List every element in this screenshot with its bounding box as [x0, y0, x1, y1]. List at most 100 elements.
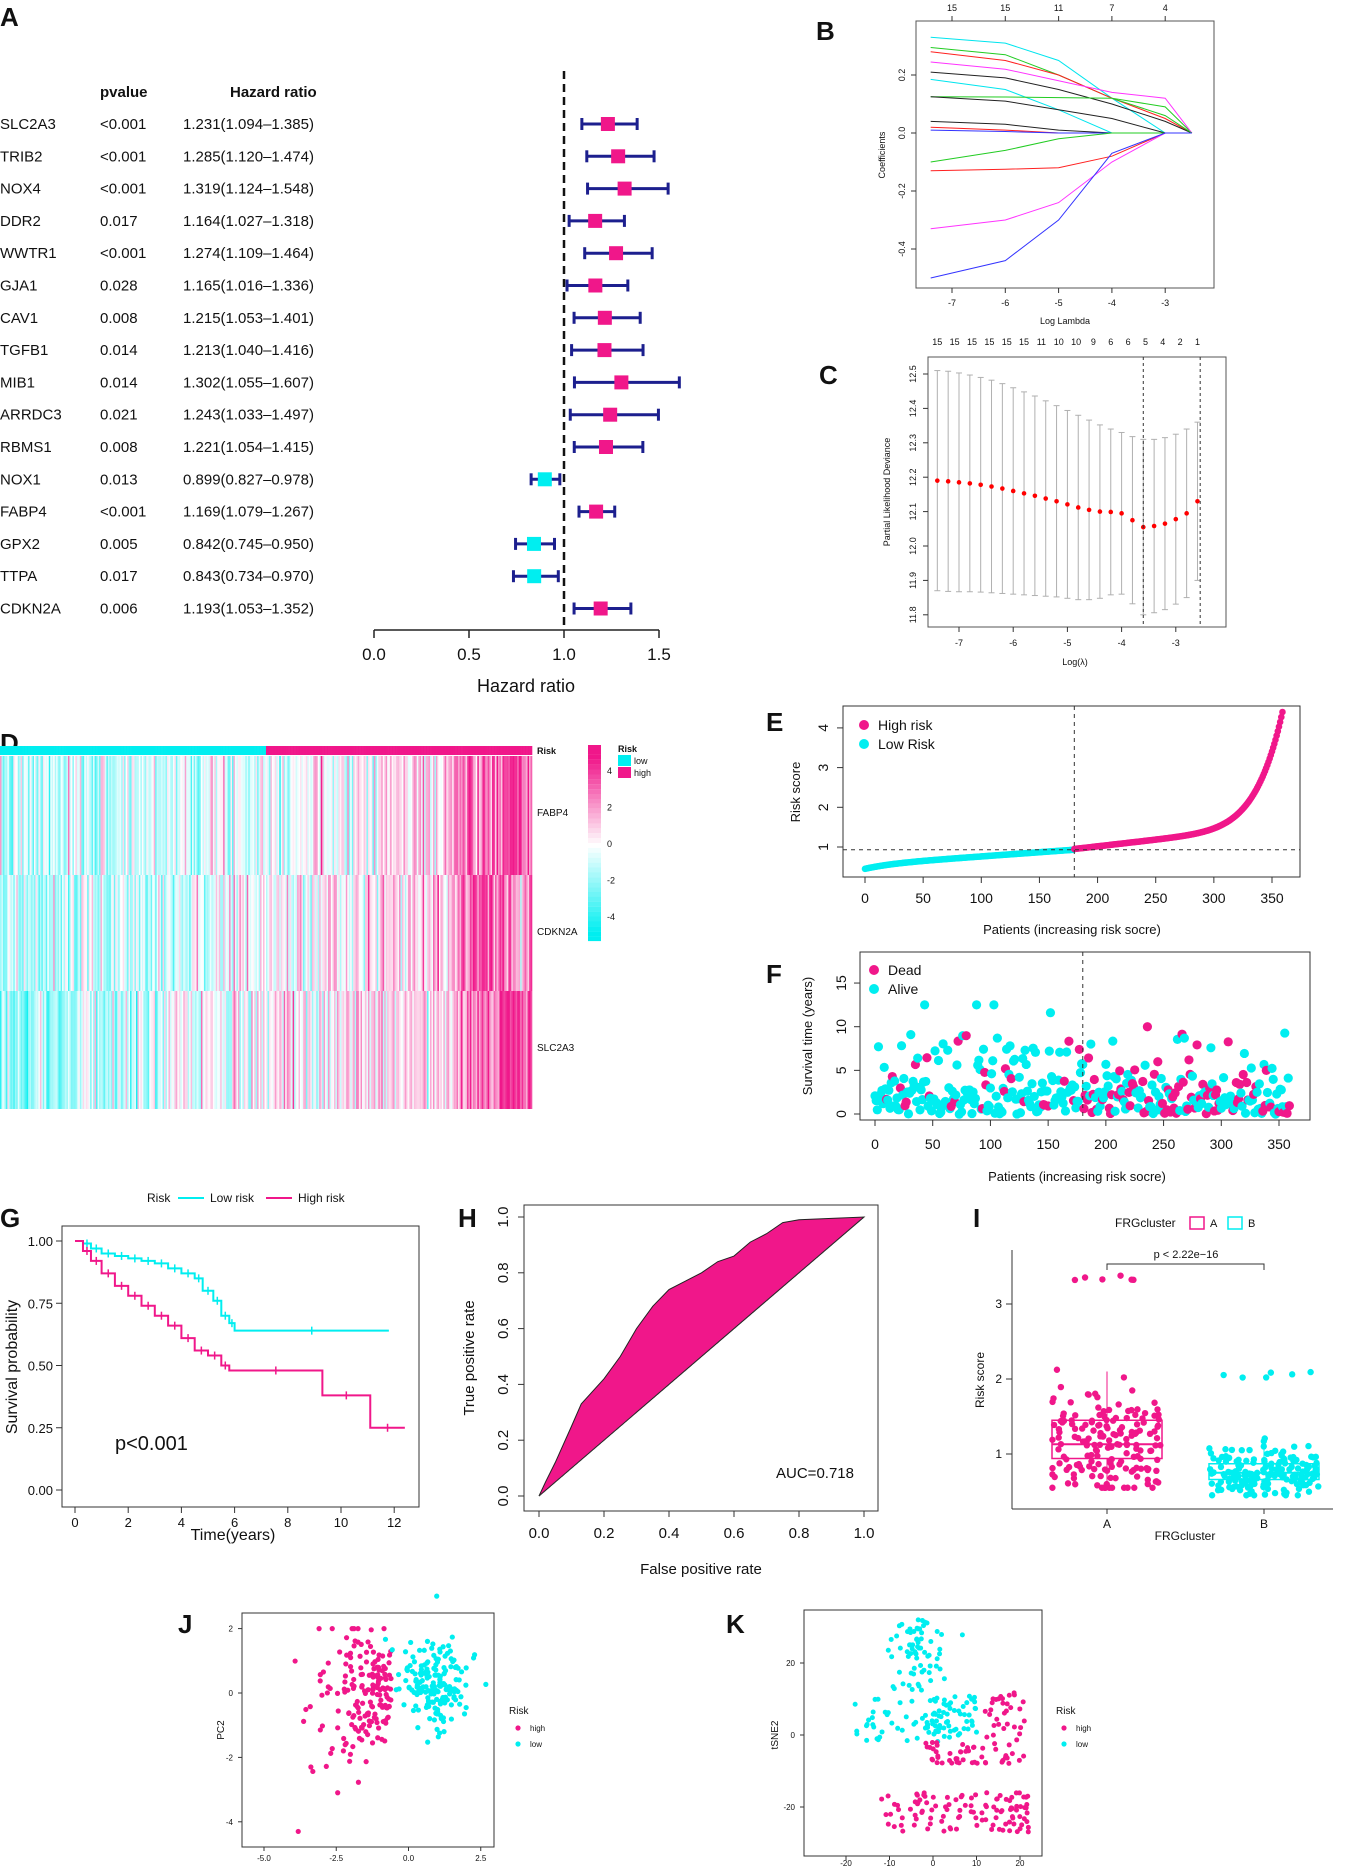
heatmap-cell	[124, 756, 126, 875]
high-risk-point	[375, 1672, 381, 1678]
heatmap-cell	[28, 875, 30, 991]
risk-annotation-cell	[527, 746, 530, 755]
heatmap-cell	[78, 991, 81, 1109]
heatmap-cell	[165, 875, 168, 991]
heatmap-cell	[79, 875, 82, 991]
heatmap-cell	[192, 991, 194, 1109]
low-risk-point	[918, 1636, 924, 1642]
heatmap-cell	[51, 875, 54, 991]
heatmap-cell	[195, 756, 197, 875]
heatmap-cell	[104, 756, 107, 875]
risk-annotation-cell	[94, 746, 97, 755]
heatmap-cell	[486, 875, 488, 991]
heatmap-cell	[224, 875, 227, 991]
risk-annotation-cell	[347, 746, 350, 755]
heatmap-cell	[234, 875, 237, 991]
heatmap-cell	[289, 991, 292, 1109]
heatmap-cell	[289, 756, 292, 875]
heatmap-cell	[430, 875, 432, 991]
low-risk-point	[937, 1651, 943, 1657]
heatmap-cell	[512, 756, 515, 875]
heatmap-cell	[282, 991, 285, 1109]
heatmap-cell	[168, 756, 171, 875]
risk-annotation-cell	[144, 746, 147, 755]
heatmap-cell	[266, 991, 268, 1109]
risk-annotation-cell	[162, 746, 165, 755]
survival-point	[1237, 1101, 1247, 1111]
heatmap-cell	[115, 991, 118, 1109]
heatmap-cell	[302, 875, 305, 991]
low-risk-point	[433, 1656, 439, 1662]
risk-annotation-cell	[221, 746, 224, 755]
jitter-point	[1049, 1484, 1056, 1491]
low-risk-point	[925, 1725, 931, 1731]
heatmap-cell	[5, 991, 8, 1109]
tick-label: 0.0	[529, 1525, 550, 1542]
pvalue: 0.008	[100, 439, 138, 456]
x-axis-label: Log Lambda	[1040, 316, 1090, 326]
high-risk-point	[953, 1797, 959, 1803]
survival-point	[1276, 1085, 1286, 1095]
heatmap-cell	[351, 756, 354, 875]
heatmap-cell	[285, 991, 287, 1109]
heatmap-cell	[450, 875, 453, 991]
jitter-point	[1248, 1488, 1255, 1495]
jitter-point	[1262, 1374, 1270, 1381]
heatmap-cell	[487, 875, 490, 991]
forest-row: NOX1 0.013 0.899(0.827–0.978)	[0, 471, 562, 488]
jitter-point	[1271, 1489, 1279, 1497]
heatmap-cell	[273, 991, 276, 1109]
hazard-ratio-text: 1.285(1.120–1.474)	[183, 148, 314, 165]
low-risk-point	[389, 1647, 395, 1653]
heatmap-cell	[178, 991, 181, 1109]
low-risk-point	[956, 1708, 962, 1714]
heatmap-cell	[356, 991, 358, 1109]
high-risk-point	[310, 1768, 316, 1775]
tick-label: 10	[833, 1019, 849, 1035]
legend-label: low	[1076, 1740, 1088, 1749]
tick-label: 0	[871, 1136, 879, 1152]
forest-row: WWTR1 <0.001 1.274(1.109–1.464)	[0, 245, 654, 262]
color-scale-cell	[588, 926, 601, 932]
risk-annotation-cell	[72, 746, 75, 755]
color-scale-cell	[588, 789, 601, 795]
heatmap-cell	[137, 756, 140, 875]
heatmap-cell	[409, 756, 412, 875]
risk-annotation-cell	[104, 746, 107, 755]
risk-annotation-cell	[335, 746, 338, 755]
heatmap-cell	[177, 991, 180, 1109]
high-risk-point	[947, 1751, 953, 1757]
heatmap-cell	[14, 991, 17, 1109]
tick-label: 0	[931, 1859, 936, 1866]
heatmap-cell	[292, 991, 295, 1109]
heatmap-cell	[323, 875, 326, 991]
risk-annotation-cell	[434, 746, 437, 755]
gene-name: TRIB2	[0, 148, 43, 165]
heatmap-cell	[353, 875, 355, 991]
heatmap-cell	[434, 756, 437, 875]
heatmap-cell	[500, 756, 503, 875]
heatmap-cell	[118, 991, 120, 1109]
risk-annotation-cell	[444, 746, 447, 755]
jitter-point	[1074, 1434, 1082, 1442]
heatmap-cell	[453, 991, 456, 1109]
high-risk-point	[994, 1796, 1000, 1802]
hr-point	[598, 440, 613, 454]
heatmap-cell	[45, 756, 48, 875]
high-risk-point	[366, 1723, 373, 1729]
heatmap-cell	[190, 875, 193, 991]
heatmap-cell	[11, 756, 14, 875]
heatmap-cell	[319, 991, 321, 1109]
survival-point	[1029, 1091, 1039, 1102]
heatmap-cell	[152, 991, 154, 1109]
low-risk-point	[914, 1735, 920, 1741]
heatmap-cell	[418, 875, 420, 991]
heatmap-cell	[362, 991, 364, 1109]
risk-annotation-cell	[156, 746, 159, 755]
heatmap-cell	[84, 991, 87, 1109]
risk-annotation-cell	[401, 746, 404, 755]
low-risk-point	[434, 1726, 440, 1732]
risk-annotation-cell	[239, 746, 242, 755]
heatmap-cell	[493, 991, 496, 1109]
heatmap-cell	[258, 756, 261, 875]
